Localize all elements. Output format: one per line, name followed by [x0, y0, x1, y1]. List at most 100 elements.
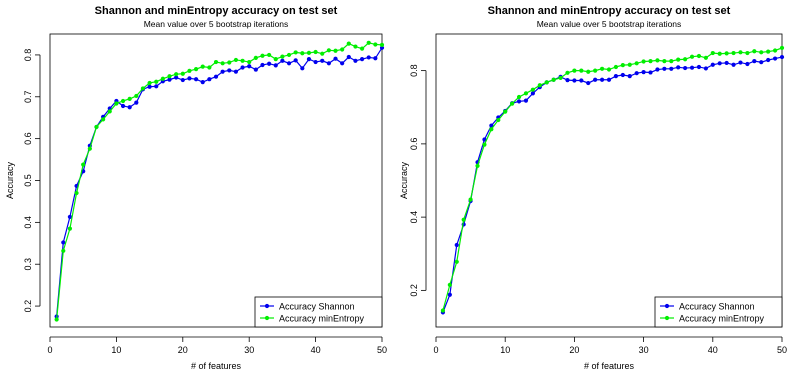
data-point-minentropy — [213, 59, 219, 65]
data-point-minentropy — [167, 74, 172, 79]
data-point-shannon — [353, 58, 358, 63]
data-point-shannon — [61, 240, 66, 245]
data-point-minentropy — [253, 55, 258, 60]
data-point-minentropy — [260, 53, 265, 58]
data-point-shannon — [579, 78, 584, 83]
data-point-shannon — [333, 56, 338, 61]
data-point-minentropy — [523, 91, 529, 96]
data-point-shannon — [620, 72, 625, 78]
data-point-minentropy — [300, 51, 305, 56]
data-point-shannon — [174, 75, 179, 80]
x-axis-label: # of features — [191, 361, 242, 371]
data-point-shannon — [200, 80, 205, 85]
data-point-shannon — [627, 74, 632, 79]
data-point-minentropy — [240, 58, 245, 63]
data-point-shannon — [655, 67, 660, 72]
legend-box — [254, 296, 383, 328]
y-tick-label: 0.8 — [23, 49, 33, 62]
chart-title: Shannon and minEntropy accuracy on test … — [488, 5, 731, 17]
legend-label-shannon: Accuracy Shannon — [679, 302, 755, 312]
data-point-minentropy — [717, 51, 722, 56]
legend-marker-shannon — [664, 303, 670, 309]
data-point-minentropy — [482, 142, 487, 147]
data-point-shannon — [738, 60, 743, 65]
data-point-shannon — [662, 66, 667, 71]
data-point-minentropy — [140, 86, 146, 91]
data-point-shannon — [220, 69, 225, 74]
data-point-minentropy — [320, 51, 325, 56]
data-point-minentropy — [759, 50, 764, 55]
data-point-minentropy — [565, 70, 570, 75]
data-point-shannon — [247, 64, 252, 69]
data-point-shannon — [676, 65, 681, 70]
data-point-shannon — [346, 54, 351, 60]
data-point-minentropy — [620, 63, 625, 68]
data-point-shannon — [127, 105, 132, 110]
data-point-shannon — [593, 77, 598, 82]
data-point-shannon — [379, 45, 385, 50]
data-point-minentropy — [120, 98, 126, 104]
data-point-shannon — [273, 63, 278, 68]
data-point-minentropy — [233, 57, 239, 63]
data-point-shannon — [167, 77, 172, 82]
data-point-minentropy — [247, 59, 252, 65]
data-point-shannon — [752, 59, 757, 64]
data-point-shannon — [710, 62, 715, 67]
chart-subtitle: Mean value over 5 bootstrap iterations — [144, 19, 289, 29]
chart-title: Shannon and minEntropy accuracy on test … — [95, 5, 338, 17]
data-point-minentropy — [738, 50, 743, 55]
data-point-shannon — [67, 214, 73, 220]
data-point-minentropy — [558, 75, 563, 81]
data-point-shannon — [120, 103, 126, 109]
data-point-shannon — [373, 56, 378, 61]
data-point-shannon — [717, 61, 722, 66]
data-point-minentropy — [669, 59, 674, 64]
data-point-shannon — [320, 58, 325, 63]
data-point-shannon — [772, 56, 778, 61]
data-point-shannon — [267, 61, 272, 66]
data-point-minentropy — [306, 50, 312, 55]
data-point-shannon — [280, 58, 285, 63]
data-point-shannon — [447, 292, 452, 297]
data-point-minentropy — [530, 87, 535, 92]
data-point-minentropy — [586, 69, 591, 74]
data-point-minentropy — [346, 41, 351, 46]
data-point-minentropy — [273, 57, 278, 62]
data-point-minentropy — [174, 72, 179, 77]
legend-label-minentropy: Accuracy minEntropy — [679, 314, 765, 324]
data-point-shannon — [565, 78, 570, 83]
data-point-shannon — [240, 65, 245, 70]
data-point-minentropy — [572, 68, 577, 73]
data-point-shannon — [293, 58, 298, 63]
data-point-minentropy — [267, 52, 272, 58]
x-tick-label: 10 — [111, 345, 121, 355]
x-tick-label: 40 — [311, 345, 321, 355]
data-point-minentropy — [200, 64, 205, 69]
data-point-minentropy — [627, 62, 632, 67]
data-point-shannon — [530, 91, 535, 96]
data-point-minentropy — [461, 217, 466, 222]
data-point-minentropy — [454, 259, 459, 264]
data-point-shannon — [340, 61, 345, 66]
data-point-minentropy — [207, 65, 212, 70]
y-tick-label: 0.6 — [409, 138, 419, 151]
data-point-shannon — [253, 67, 258, 72]
data-point-shannon — [366, 55, 371, 60]
data-point-minentropy — [696, 53, 702, 59]
data-point-minentropy — [489, 127, 494, 132]
data-point-shannon — [586, 80, 591, 86]
y-tick-label: 0.6 — [23, 132, 33, 145]
data-point-minentropy — [101, 117, 106, 122]
data-point-minentropy — [326, 48, 331, 53]
y-tick-label: 0.4 — [23, 216, 33, 229]
series-line-shannon — [56, 47, 383, 317]
data-point-shannon — [724, 60, 729, 66]
data-point-shannon — [606, 77, 612, 82]
data-point-minentropy — [180, 71, 185, 76]
data-point-minentropy — [447, 282, 452, 287]
data-point-minentropy — [468, 197, 473, 202]
legend-label-shannon: Accuracy Shannon — [279, 302, 355, 312]
chart-right: Shannon and minEntropy accuracy on test … — [399, 5, 787, 371]
data-point-shannon — [213, 74, 219, 79]
data-point-minentropy — [689, 54, 695, 59]
